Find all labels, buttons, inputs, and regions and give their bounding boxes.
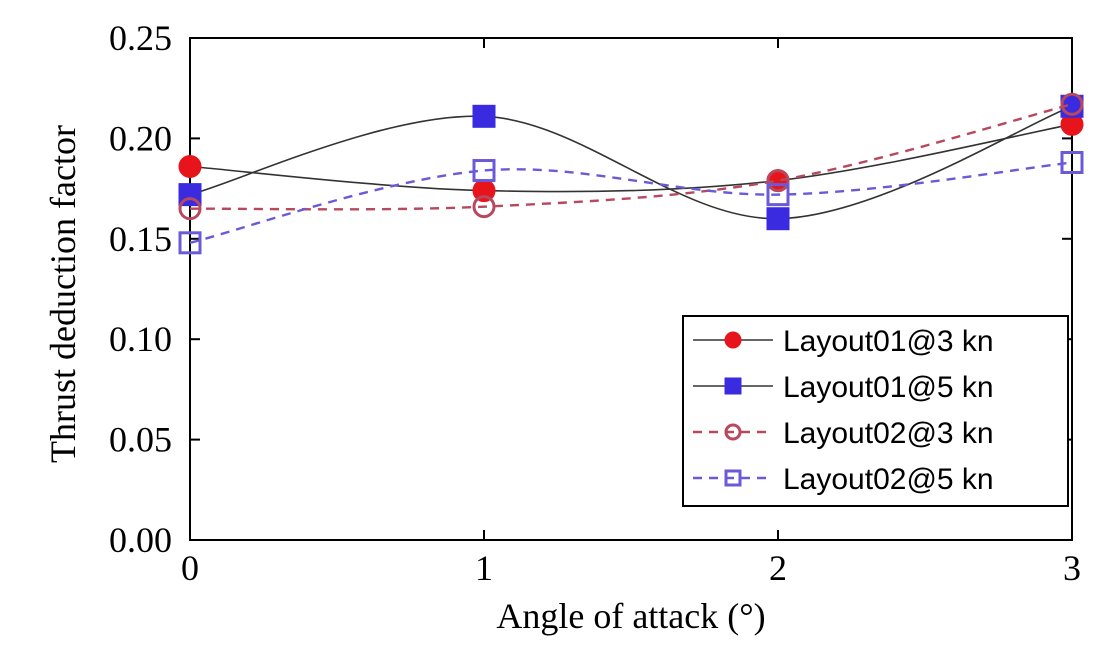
legend-marker-2 [724,377,742,395]
data-point-s3-0 [178,197,202,221]
x-axis-title: Angle of attack (°) [496,596,765,636]
legend-marker-3 [724,423,742,441]
y-tick-label: 0.00 [109,520,172,560]
series-line-3 [189,103,1073,211]
data-point-s2-1 [472,104,496,128]
data-point-s2-2 [766,207,790,231]
legend-box [682,315,1069,507]
y-axis-title: Thrust deduction factor [43,125,83,463]
plot-frame [189,37,1073,541]
legend-label-4: Layout02@5 kn [783,463,994,496]
series-4 [178,150,1084,255]
x-tick-label: 1 [475,548,493,588]
y-tick-label: 0.25 [109,18,172,58]
x-tick-label: 3 [1063,548,1081,588]
series-line-2 [189,105,1073,220]
data-point-s4-0 [178,231,202,255]
plot-frame-layer [189,37,1073,541]
x-tick-label: 2 [769,548,787,588]
legend-marker-4 [724,469,742,487]
ticks-layer: 0.00 0.05 0.10 0.15 0.20 0.25 0 1 2 3 [109,18,1081,588]
legend: Layout01@3 kn Layout01@5 kn Layout02@3 kn L… [682,315,1069,507]
series-layer [178,92,1084,255]
data-point-s4-2 [766,183,790,207]
x-tick-label: 0 [181,548,199,588]
series-2 [178,94,1084,231]
series-3 [178,92,1084,221]
data-point-s3-3 [1060,92,1084,116]
data-point-s4-3 [1060,150,1084,174]
y-tick-label: 0.10 [109,319,172,359]
series-1 [178,112,1084,203]
legend-label-2: Layout01@5 kn [783,371,994,404]
series-line-4 [189,161,1073,244]
y-tick-label: 0.20 [109,118,172,158]
y-tick-label: 0.05 [109,420,172,460]
legend-label-3: Layout02@3 kn [783,417,994,450]
y-tick-label: 0.15 [109,219,172,259]
series-line-1 [189,123,1073,193]
legend-label-1: Layout01@3 kn [783,325,994,358]
data-point-s1-0 [178,155,202,179]
legend-marker-1 [724,331,742,349]
data-point-s3-2 [766,169,790,193]
data-point-s3-1 [472,195,496,219]
data-point-s4-1 [472,159,496,183]
